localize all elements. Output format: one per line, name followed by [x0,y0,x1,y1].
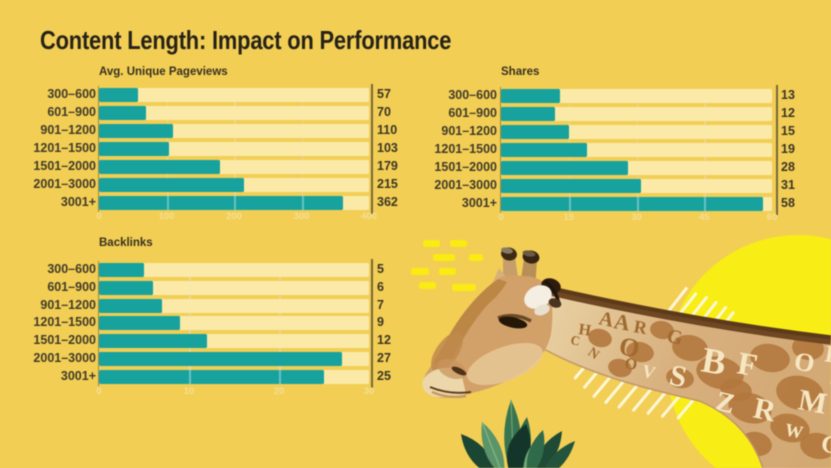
svg-text:A: A [597,307,616,332]
svg-text:G: G [665,325,685,349]
svg-text:C: C [569,332,581,348]
svg-text:T: T [827,376,831,400]
svg-text:V: V [640,360,657,383]
svg-text:S: S [667,359,690,395]
svg-text:R: R [632,316,649,338]
svg-text:M: M [796,383,830,420]
svg-text:O: O [792,346,817,378]
svg-text:G: G [819,430,831,460]
svg-text:E: E [823,341,831,369]
svg-text:O: O [617,331,642,363]
svg-text:W: W [783,419,805,442]
svg-text:A: A [612,308,632,335]
svg-text:H: H [577,321,592,340]
svg-text:O: O [623,355,638,374]
